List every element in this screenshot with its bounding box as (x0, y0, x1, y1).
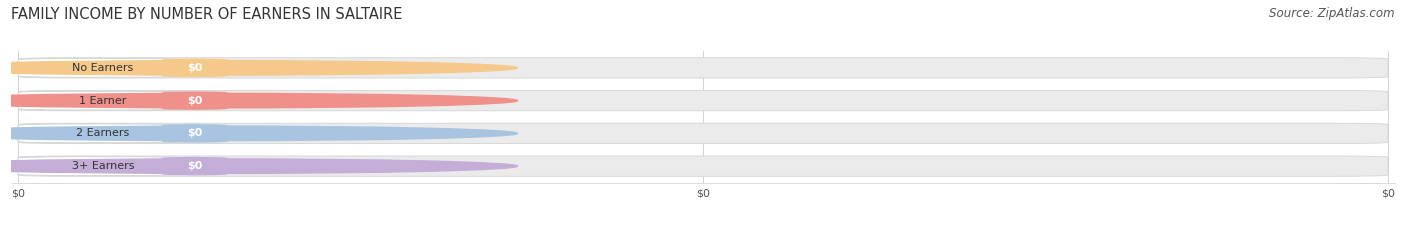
Text: Source: ZipAtlas.com: Source: ZipAtlas.com (1270, 7, 1395, 20)
FancyBboxPatch shape (162, 157, 228, 176)
FancyBboxPatch shape (18, 91, 1388, 111)
FancyBboxPatch shape (18, 156, 1388, 176)
FancyBboxPatch shape (162, 58, 228, 77)
Text: 3+ Earners: 3+ Earners (72, 161, 135, 171)
Circle shape (0, 61, 517, 75)
FancyBboxPatch shape (162, 91, 228, 110)
Text: $0: $0 (187, 96, 202, 106)
Text: No Earners: No Earners (72, 63, 134, 73)
Text: $0: $0 (187, 128, 202, 138)
FancyBboxPatch shape (18, 58, 180, 77)
Text: FAMILY INCOME BY NUMBER OF EARNERS IN SALTAIRE: FAMILY INCOME BY NUMBER OF EARNERS IN SA… (11, 7, 402, 22)
Text: $0: $0 (187, 161, 202, 171)
FancyBboxPatch shape (18, 157, 180, 176)
FancyBboxPatch shape (18, 58, 1388, 78)
FancyBboxPatch shape (18, 124, 180, 143)
Text: 1 Earner: 1 Earner (79, 96, 127, 106)
Circle shape (0, 93, 517, 108)
FancyBboxPatch shape (18, 123, 1388, 143)
FancyBboxPatch shape (18, 91, 180, 110)
FancyBboxPatch shape (162, 124, 228, 143)
Text: 2 Earners: 2 Earners (76, 128, 129, 138)
Circle shape (0, 126, 517, 141)
Text: $0: $0 (187, 63, 202, 73)
Circle shape (0, 159, 517, 173)
